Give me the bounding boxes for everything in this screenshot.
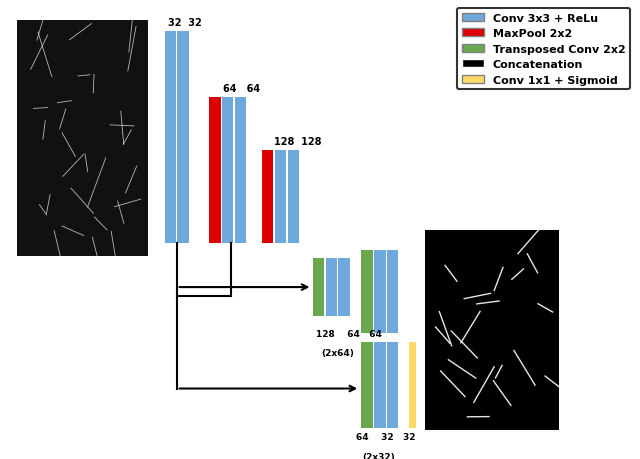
Bar bbox=[164, 32, 176, 243]
Text: 64    32   32: 64 32 32 bbox=[356, 432, 415, 441]
Text: 128    64   64: 128 64 64 bbox=[316, 329, 381, 338]
Bar bbox=[409, 342, 416, 428]
Bar bbox=[275, 151, 286, 243]
Bar bbox=[235, 98, 246, 243]
Bar bbox=[339, 259, 350, 316]
Bar bbox=[17, 21, 148, 257]
Bar bbox=[374, 250, 386, 334]
Text: 32  32: 32 32 bbox=[168, 17, 202, 28]
Bar bbox=[425, 230, 559, 431]
Text: (2x64): (2x64) bbox=[321, 349, 354, 358]
Bar bbox=[313, 259, 324, 316]
Text: 64   64: 64 64 bbox=[223, 84, 260, 94]
Text: 128  128: 128 128 bbox=[274, 136, 322, 146]
Bar bbox=[362, 342, 373, 428]
Bar bbox=[222, 98, 234, 243]
Bar bbox=[287, 151, 299, 243]
Bar bbox=[374, 342, 386, 428]
Bar bbox=[387, 250, 398, 334]
Bar bbox=[362, 250, 373, 334]
Bar bbox=[387, 342, 398, 428]
Bar bbox=[177, 32, 189, 243]
Bar bbox=[209, 98, 221, 243]
Bar bbox=[262, 151, 273, 243]
Legend: Conv 3x3 + ReLu, MaxPool 2x2, Transposed Conv 2x2, Concatenation, Conv 1x1 + Sig: Conv 3x3 + ReLu, MaxPool 2x2, Transposed… bbox=[457, 9, 630, 90]
Bar bbox=[326, 259, 337, 316]
Text: (2x32): (2x32) bbox=[363, 452, 396, 459]
